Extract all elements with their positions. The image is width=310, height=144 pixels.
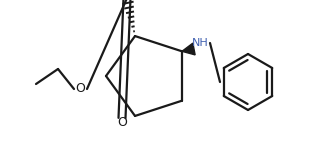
Text: O: O	[117, 115, 127, 128]
Polygon shape	[182, 43, 195, 55]
Text: NH: NH	[192, 38, 208, 48]
Text: O: O	[75, 83, 85, 95]
